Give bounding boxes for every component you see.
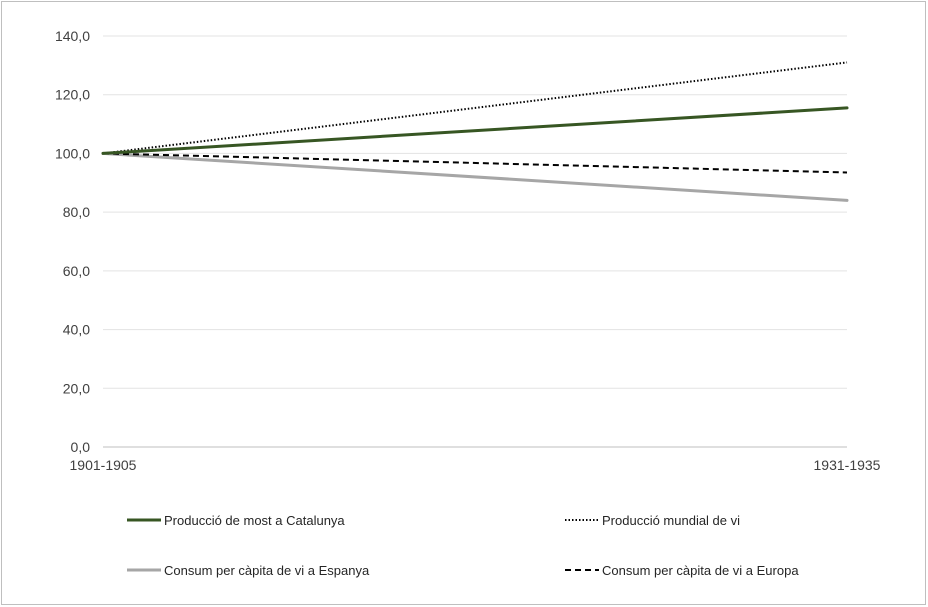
y-tick-label: 0,0 [71, 439, 91, 455]
legend-item: Producció mundial de vi [565, 513, 740, 528]
series-line-2 [102, 61, 848, 155]
legend-item: Consum per càpita de vi a Europa [565, 563, 799, 578]
y-tick-label: 140,0 [55, 28, 90, 44]
y-tick-label: 20,0 [63, 380, 90, 396]
legend-item: Consum per càpita de vi a Espanya [127, 563, 370, 578]
series-line-3 [101, 151, 849, 202]
legend-label: Consum per càpita de vi a Espanya [164, 563, 370, 578]
gridlines [103, 35, 847, 448]
x-tick-label: 1901-1905 [70, 457, 137, 473]
legend-label: Producció mundial de vi [602, 513, 740, 528]
series-line-1 [101, 106, 849, 155]
series-lines [101, 61, 849, 202]
y-tick-label: 120,0 [55, 87, 90, 103]
y-tick-label: 100,0 [55, 145, 90, 161]
y-tick-label: 80,0 [63, 204, 90, 220]
y-axis-ticks: 0,0 20,0 40,0 60,0 80,0 100,0 120,0 140,0 [55, 28, 90, 455]
series-line-4 [102, 152, 848, 174]
legend-label: Producció de most a Catalunya [164, 513, 345, 528]
x-tick-label: 1931-1935 [814, 457, 881, 473]
x-axis-ticks: 1901-1905 1931-1935 [70, 457, 881, 473]
y-tick-label: 60,0 [63, 263, 90, 279]
legend-item: Producció de most a Catalunya [127, 513, 345, 528]
y-tick-label: 40,0 [63, 322, 90, 338]
legend: Producció de most a Catalunya Producció m… [127, 513, 799, 578]
legend-label: Consum per càpita de vi a Europa [602, 563, 799, 578]
